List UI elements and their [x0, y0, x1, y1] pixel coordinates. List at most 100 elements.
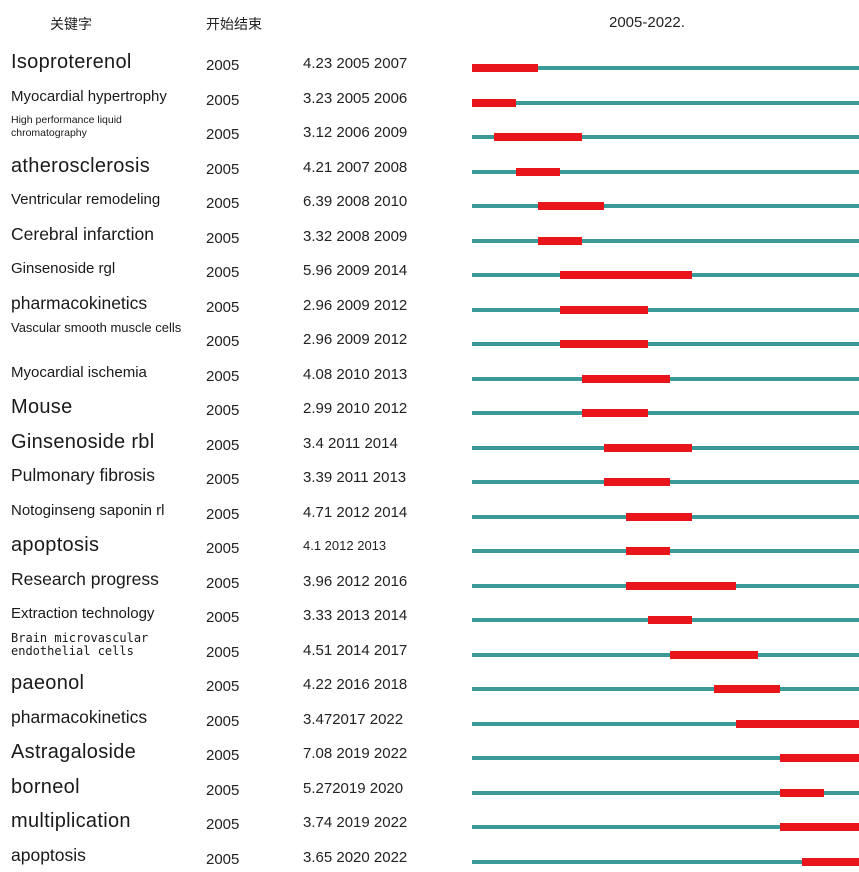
burst-timeline	[472, 306, 859, 314]
table-row: Mouse 2005 2.99 2010 2012	[0, 389, 859, 423]
start-year-label: 2005	[206, 575, 240, 592]
table-row: Ventricular remodeling 2005 6.39 2008 2010	[0, 182, 859, 216]
burst-timeline	[472, 271, 859, 279]
burst-timeline	[472, 133, 859, 141]
timeline-line	[472, 687, 859, 691]
burst-timeline	[472, 651, 859, 659]
burst-bar	[472, 99, 516, 107]
start-year-label: 2005	[206, 333, 240, 350]
burst-bar	[538, 202, 604, 210]
burst-timeline	[472, 340, 859, 348]
start-year-label: 2005	[206, 609, 240, 626]
table-row: borneol 2005 5.272019 2020	[0, 769, 859, 803]
burst-bar	[604, 444, 692, 452]
strength-begin-end-label: 4.51 2014 2017	[303, 642, 408, 659]
timeline-line	[472, 342, 859, 346]
timeline-line	[472, 101, 859, 105]
start-year-label: 2005	[206, 92, 240, 109]
keyword-label: Myocardial ischemia	[11, 364, 147, 381]
keyword-label: High performance liquid chromatography	[11, 114, 122, 139]
burst-timeline	[472, 64, 859, 72]
start-year-label: 2005	[206, 299, 240, 316]
burst-timeline	[472, 685, 859, 693]
start-year-label: 2005	[206, 368, 240, 385]
start-year-label: 2005	[206, 851, 240, 868]
strength-begin-end-label: 7.08 2019 2022	[303, 745, 408, 762]
strength-begin-end-label: 4.22 2016 2018	[303, 676, 408, 693]
timeline-line	[472, 204, 859, 208]
strength-begin-end-label: 2.99 2010 2012	[303, 400, 408, 417]
table-row: Vascular smooth muscle cells 2005 2.96 200…	[0, 320, 859, 354]
strength-begin-end-label: 2.96 2009 2012	[303, 331, 408, 348]
table-row: apoptosis 2005 3.65 2020 2022	[0, 838, 859, 872]
burst-bar	[604, 478, 670, 486]
table-row: paeonol 2005 4.22 2016 2018	[0, 665, 859, 699]
timeline-line	[472, 722, 859, 726]
timeline-line	[472, 653, 859, 657]
burst-timeline	[472, 513, 859, 521]
burst-timeline	[472, 754, 859, 762]
keyword-label: Ginsenoside rbl	[11, 431, 155, 453]
burst-bar	[626, 582, 736, 590]
burst-bar	[780, 754, 859, 762]
burst-timeline	[472, 720, 859, 728]
keyword-label: Brain microvascular endothelial cells	[11, 631, 149, 659]
keyword-label: apoptosis	[11, 534, 100, 556]
strength-begin-end-label: 4.23 2005 2007	[303, 55, 408, 72]
keyword-label: apoptosis	[11, 845, 86, 865]
burst-timeline	[472, 823, 859, 831]
burst-bar	[736, 720, 859, 728]
timeline-line	[472, 791, 859, 795]
burst-bar	[670, 651, 758, 659]
table-row: Ginsenoside rbl 2005 3.4 2011 2014	[0, 424, 859, 458]
timeline-line	[472, 239, 859, 243]
table-row: Research progress 2005 3.96 2012 2016	[0, 562, 859, 596]
burst-timeline	[472, 858, 859, 866]
table-row: Isoproterenol 2005 4.23 2005 2007	[0, 44, 859, 78]
year-range-header: 2005-2022.	[609, 14, 685, 31]
timeline-line	[472, 860, 859, 864]
strength-begin-end-label: 4.08 2010 2013	[303, 366, 408, 383]
keyword-label: Astragaloside	[11, 741, 137, 763]
strength-begin-end-label: 6.39 2008 2010	[303, 193, 408, 210]
burst-timeline	[472, 547, 859, 555]
table-row: multiplication 2005 3.74 2019 2022	[0, 803, 859, 837]
timeline-line	[472, 170, 859, 174]
strength-begin-end-label: 3.472017 2022	[303, 711, 404, 728]
burst-timeline	[472, 409, 859, 417]
burst-timeline	[472, 375, 859, 383]
start-year-label: 2005	[206, 678, 240, 695]
start-year-label: 2005	[206, 264, 240, 281]
keyword-label: pharmacokinetics	[11, 707, 148, 727]
start-year-label: 2005	[206, 57, 240, 74]
start-year-label: 2005	[206, 747, 240, 764]
timeline-line	[472, 411, 859, 415]
keyword-label: Vascular smooth muscle cells	[11, 320, 182, 335]
table-row: pharmacokinetics 2005 2.96 2009 2012	[0, 286, 859, 320]
keyword-label: pharmacokinetics	[11, 293, 148, 313]
strength-begin-end-label: 3.39 2011 2013	[303, 469, 407, 486]
strength-begin-end-label: 4.21 2007 2008	[303, 159, 408, 176]
burst-timeline	[472, 99, 859, 107]
keyword-label: Mouse	[11, 396, 73, 418]
table-row: Pulmonary fibrosis 2005 3.39 2011 2013	[0, 458, 859, 492]
start-year-label: 2005	[206, 161, 240, 178]
keyword-label: Isoproterenol	[11, 51, 132, 73]
table-row: Ginsenoside rgl 2005 5.96 2009 2014	[0, 251, 859, 285]
keyword-label: Myocardial hypertrophy	[11, 88, 167, 105]
burst-bar	[560, 271, 692, 279]
burst-timeline	[472, 478, 859, 486]
start-year-label: 2005	[206, 506, 240, 523]
start-end-column-header: 开始结束	[206, 16, 262, 32]
keyword-label: Ginsenoside rgl	[11, 260, 116, 277]
burst-bar	[582, 409, 648, 417]
strength-begin-end-label: 3.12 2006 2009	[303, 124, 408, 141]
table-row: Notoginseng saponin rl 2005 4.71 2012 2014	[0, 493, 859, 527]
burst-timeline	[472, 616, 859, 624]
table-row: Extraction technology 2005 3.33 2013 2014	[0, 596, 859, 630]
start-year-label: 2005	[206, 437, 240, 454]
keyword-column-header: 关键字	[50, 16, 92, 32]
keyword-label: Cerebral infarction	[11, 224, 154, 244]
strength-begin-end-label: 3.4 2011 2014	[303, 435, 398, 452]
start-year-label: 2005	[206, 230, 240, 247]
